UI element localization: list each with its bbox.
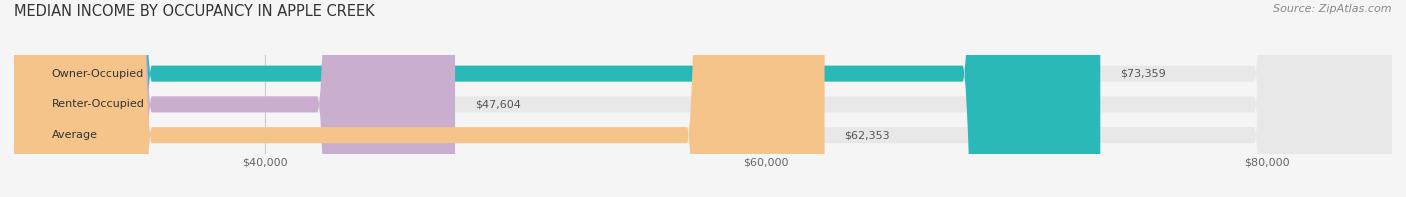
Text: MEDIAN INCOME BY OCCUPANCY IN APPLE CREEK: MEDIAN INCOME BY OCCUPANCY IN APPLE CREE… (14, 4, 374, 19)
FancyBboxPatch shape (14, 0, 1392, 197)
Text: $62,353: $62,353 (845, 130, 890, 140)
Text: $47,604: $47,604 (475, 99, 522, 109)
FancyBboxPatch shape (14, 0, 824, 197)
Text: Average: Average (52, 130, 97, 140)
FancyBboxPatch shape (14, 0, 456, 197)
Text: Owner-Occupied: Owner-Occupied (52, 69, 143, 79)
Text: Source: ZipAtlas.com: Source: ZipAtlas.com (1274, 4, 1392, 14)
Text: Renter-Occupied: Renter-Occupied (52, 99, 145, 109)
FancyBboxPatch shape (14, 0, 1392, 197)
Text: $73,359: $73,359 (1121, 69, 1166, 79)
FancyBboxPatch shape (14, 0, 1392, 197)
FancyBboxPatch shape (14, 0, 1101, 197)
